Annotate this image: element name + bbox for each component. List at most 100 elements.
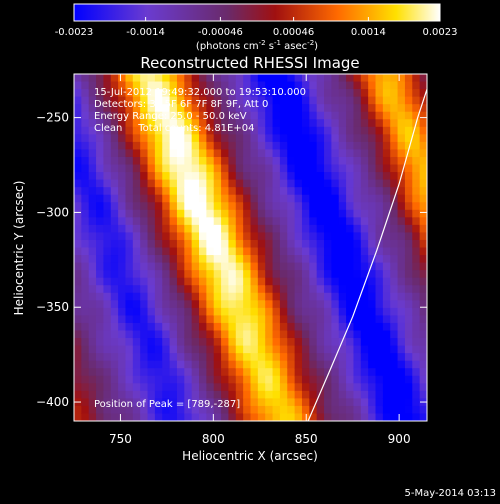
heatmap-cell	[353, 413, 362, 421]
heatmap-cell	[162, 322, 171, 332]
heatmap-cell	[132, 156, 141, 166]
heatmap-cell	[228, 81, 237, 90]
heatmap-cell	[353, 292, 362, 301]
heatmap-cell	[287, 405, 296, 415]
heatmap-cell	[390, 134, 399, 143]
heatmap-cell	[309, 224, 318, 234]
heatmap-cell	[338, 330, 347, 339]
heatmap-cell	[301, 307, 310, 316]
heatmap-cell	[397, 179, 406, 188]
heatmap-cell	[265, 405, 274, 415]
heatmap-cell	[206, 149, 215, 158]
heatmap-cell	[279, 111, 288, 120]
heatmap-cell	[132, 164, 141, 173]
heatmap-cell	[184, 368, 193, 377]
heatmap-cell	[287, 111, 296, 120]
heatmap-cell	[162, 375, 171, 384]
heatmap-cell	[316, 307, 325, 316]
heatmap-cell	[154, 360, 163, 369]
heatmap-cell	[324, 104, 332, 113]
heatmap-cell	[103, 338, 112, 347]
heatmap-cell	[140, 307, 149, 316]
heatmap-cell	[243, 172, 252, 181]
heatmap-cell	[162, 405, 171, 415]
heatmap-cell	[243, 111, 252, 120]
heatmap-cell	[184, 239, 193, 249]
heatmap-cell	[110, 209, 119, 218]
heatmap-cell	[184, 81, 193, 90]
heatmap-cell	[257, 232, 266, 241]
heatmap-cell	[324, 126, 332, 135]
heatmap-cell	[324, 141, 332, 151]
heatmap-cell	[272, 81, 281, 90]
heatmap-cell	[88, 277, 97, 286]
heatmap-cell	[360, 360, 369, 369]
heatmap-cell	[346, 315, 355, 324]
heatmap-cell	[81, 375, 90, 384]
heatmap-cell	[279, 209, 288, 218]
heatmap-cell	[81, 405, 90, 415]
heatmap-cell	[331, 232, 340, 241]
heatmap-cell	[375, 172, 384, 181]
heatmap-cell	[279, 239, 288, 249]
heatmap-cell	[169, 247, 178, 256]
heatmap-cell	[154, 345, 163, 354]
heatmap-cell	[309, 360, 318, 369]
heatmap-cell	[213, 202, 222, 211]
heatmap-cell	[324, 368, 332, 377]
heatmap-cell	[169, 353, 178, 362]
y-tick-label: −300	[36, 205, 69, 219]
heatmap-cell	[265, 398, 274, 407]
heatmap-cell	[375, 247, 384, 256]
heatmap-cell	[382, 300, 391, 309]
heatmap-cell	[404, 81, 413, 90]
heatmap-cell	[199, 126, 207, 135]
heatmap-cell	[331, 141, 340, 151]
heatmap-cell	[118, 141, 127, 151]
heatmap-cell	[154, 262, 163, 271]
heatmap-cell	[147, 375, 156, 384]
heatmap-cell	[243, 224, 252, 234]
heatmap-cell	[375, 390, 384, 399]
heatmap-cell	[390, 285, 399, 294]
heatmap-cell	[140, 398, 149, 407]
heatmap-cell	[176, 398, 185, 407]
heatmap-cell	[419, 217, 427, 226]
heatmap-cell	[324, 209, 332, 218]
heatmap-cell	[243, 217, 252, 226]
heatmap-cell	[162, 398, 171, 407]
heatmap-cell	[96, 262, 105, 271]
heatmap-cell	[324, 277, 332, 286]
heatmap-cell	[162, 224, 171, 234]
heatmap-cell	[140, 126, 149, 135]
heatmap-cell	[390, 232, 399, 241]
heatmap-cell	[346, 338, 355, 347]
heatmap-cell	[419, 330, 427, 339]
heatmap-cell	[346, 413, 355, 421]
heatmap-cell	[74, 285, 82, 294]
heatmap-cell	[162, 81, 171, 90]
heatmap-cell	[265, 194, 274, 203]
heatmap-cell	[353, 194, 362, 203]
heatmap-cell	[412, 322, 421, 332]
heatmap-cell	[206, 179, 215, 188]
heatmap-cell	[301, 149, 310, 158]
heatmap-cell	[125, 413, 134, 421]
heatmap-cell	[257, 202, 266, 211]
heatmap-cell	[382, 119, 391, 128]
heatmap-cell	[103, 292, 112, 301]
heatmap-cell	[287, 368, 296, 377]
heatmap-cell	[206, 209, 215, 218]
heatmap-cell	[353, 141, 362, 151]
heatmap-cell	[346, 111, 355, 120]
heatmap-cell	[353, 217, 362, 226]
heatmap-cell	[360, 368, 369, 377]
heatmap-cell	[353, 330, 362, 339]
heatmap-cell	[221, 300, 230, 309]
heatmap-cell	[213, 104, 222, 113]
heatmap-cell	[309, 104, 318, 113]
heatmap-cell	[338, 141, 347, 151]
heatmap-cell	[316, 119, 325, 128]
heatmap-cell	[125, 375, 134, 384]
heatmap-cell	[154, 300, 163, 309]
